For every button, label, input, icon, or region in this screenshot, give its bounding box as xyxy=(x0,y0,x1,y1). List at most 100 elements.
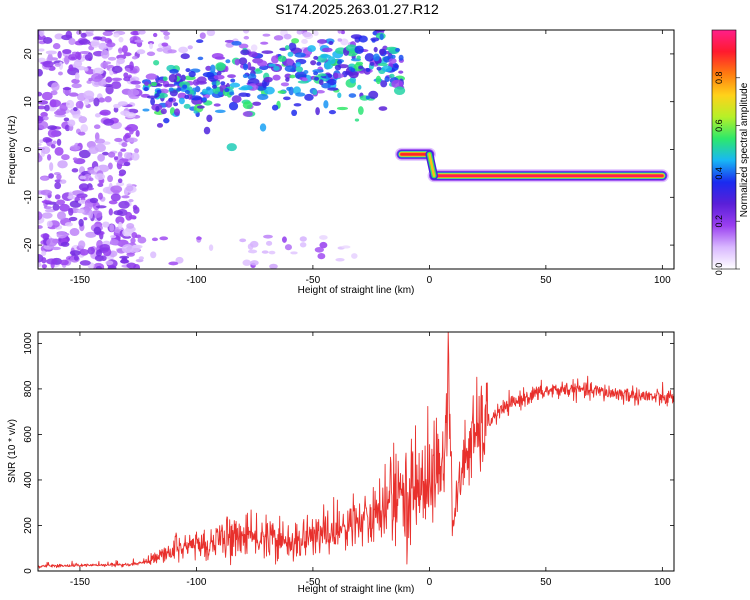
spectrogram-blob xyxy=(351,253,358,259)
spectrogram-blob xyxy=(379,48,386,56)
spectrogram-blob xyxy=(164,83,176,87)
spectrogram-blob xyxy=(317,73,327,77)
snr-panel: -150 -100 -50 0 50 100 0 200 400 600 800 1000 Heig… xyxy=(7,331,675,595)
spectrogram-blob xyxy=(304,93,314,101)
spectrogram-blob xyxy=(358,35,368,43)
spectrogram-blob xyxy=(143,86,149,91)
spectrogram-blob xyxy=(68,64,74,72)
spectrogram-blob xyxy=(201,97,207,102)
spectrogram-blob xyxy=(42,60,54,68)
spectrogram-blob xyxy=(51,82,60,91)
spectrogram-blob xyxy=(238,57,248,66)
spectrogram-blob xyxy=(393,86,406,95)
spectrogram-y-tick-label: -10 xyxy=(23,190,34,205)
spectrogram-blob xyxy=(95,266,102,269)
spectrogram-x-tick-label: 100 xyxy=(654,275,671,286)
spectrogram-blob xyxy=(292,86,301,95)
spectrogram-blob xyxy=(378,106,388,111)
spectrogram-blob xyxy=(282,58,295,68)
spectrogram-blob xyxy=(224,88,230,93)
spectrogram-blob xyxy=(102,31,113,37)
spectrogram-blob xyxy=(291,38,300,44)
spectrogram-blob xyxy=(176,87,182,92)
spectrogram-blob xyxy=(78,218,84,227)
spectrogram-blob xyxy=(57,160,68,169)
spectrogram-blob xyxy=(169,69,179,74)
spectrogram-blob xyxy=(68,53,78,61)
spectrogram-blob xyxy=(113,210,124,216)
colorbar-tick-label: 0.0 xyxy=(714,263,724,276)
spectrogram-blob xyxy=(357,106,364,115)
spectrogram-blob xyxy=(147,40,155,45)
spectrogram-blob xyxy=(77,131,86,136)
spectrogram-blob xyxy=(117,159,124,165)
spectrogram-blob xyxy=(332,72,339,80)
spectrogram-blob xyxy=(376,66,382,71)
spectrogram-blob xyxy=(255,68,261,72)
spectrogram-blob xyxy=(368,90,379,100)
spectrogram-blob xyxy=(88,210,94,219)
spectrogram-blob xyxy=(373,53,380,62)
spectrogram-blob xyxy=(46,258,58,265)
spectrogram-blob xyxy=(328,109,337,115)
spectrogram-blob xyxy=(272,74,281,81)
spectrogram-blob xyxy=(155,105,160,113)
spectrogram-blob xyxy=(293,103,302,107)
spectrogram-blob xyxy=(173,108,181,117)
spectrogram-blob xyxy=(123,72,129,78)
spectrogram-blob xyxy=(130,80,142,85)
spectrogram-blob xyxy=(247,249,258,254)
spectrogram-blob xyxy=(205,65,212,71)
spectrogram-blob xyxy=(379,33,384,41)
snr-x-tick-label: 100 xyxy=(654,577,671,588)
spectrogram-blob xyxy=(227,74,236,79)
spectrogram-blob xyxy=(43,37,53,44)
spectrogram-blob xyxy=(163,117,170,124)
spectrogram-blob xyxy=(94,254,104,262)
spectrogram-blob xyxy=(168,87,174,92)
spectrogram-blob xyxy=(123,52,132,57)
spectrogram-blob xyxy=(78,183,90,191)
spectrogram-blob xyxy=(178,97,185,105)
spectrogram-blob xyxy=(295,62,301,68)
spectrogram-blob xyxy=(307,45,316,53)
spectrogram-blob xyxy=(145,73,158,80)
spectrogram-blob xyxy=(93,97,100,107)
spectrogram-blob xyxy=(54,147,64,156)
spectrogram-blob xyxy=(76,193,88,199)
spectrogram-y-tick-label: 20 xyxy=(23,48,34,60)
colorbar: 0.0 0.2 0.4 0.6 0.8 Normalized spectral ampl… xyxy=(711,29,750,276)
spectrogram-blob xyxy=(340,38,349,46)
spectrogram-blob xyxy=(52,140,57,145)
spectrogram-blob xyxy=(54,110,67,116)
spectrogram-blob xyxy=(250,260,259,266)
spectrogram-blob xyxy=(117,178,123,184)
spectrogram-blob xyxy=(189,95,202,101)
spectrogram-blob xyxy=(45,50,57,55)
spectrogram-blob xyxy=(71,78,80,84)
spectrogram-y-tick-label: 0 xyxy=(23,146,34,152)
spectrogram-blob xyxy=(321,82,331,89)
spectrogram-blob xyxy=(313,30,319,36)
spectrogram-blob xyxy=(224,39,234,43)
spectrogram-blob xyxy=(105,85,114,95)
spectrogram-blob xyxy=(345,44,358,52)
spectrogram-blob xyxy=(114,137,123,142)
spectrogram-blob xyxy=(213,74,225,80)
spectrogram-blob xyxy=(156,122,164,128)
spectrogram-blob xyxy=(242,111,253,117)
spectrogram-blob xyxy=(341,245,351,249)
spectrogram-blob xyxy=(41,212,53,219)
colorbar-tick-label: 0.8 xyxy=(714,72,724,85)
spectrogram-blob xyxy=(163,35,170,40)
spectrogram-blob xyxy=(144,81,149,86)
spectrogram-blob xyxy=(137,236,147,244)
spectrogram-x-label: Height of straight line (km) xyxy=(298,285,415,296)
spectrogram-blob xyxy=(196,105,205,109)
spectrogram-blob xyxy=(249,240,259,248)
spectrogram-blob xyxy=(87,246,95,255)
spectrogram-blob xyxy=(202,71,215,78)
spectrogram-blob xyxy=(265,240,273,246)
spectrogram-blob xyxy=(370,37,380,42)
